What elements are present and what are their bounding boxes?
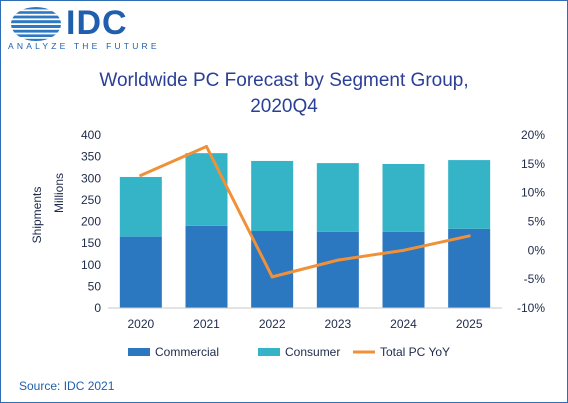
x-tick-label-2022: 2022 [259,317,286,331]
y-left-tick-label: 150 [81,236,101,250]
x-tick-label-2020: 2020 [127,317,154,331]
y-right-tick-label: 0% [528,243,546,257]
bar-commercial-2022 [251,231,294,308]
line-series-total-pc-yoy [139,145,471,279]
yoy-point-2024 [402,248,405,252]
legend-label-commercial: Commercial [155,345,219,359]
y-axis-left: 0 50 100 150 200 250 300 350 400 [81,128,101,315]
y-left-tick-label: 100 [81,258,101,272]
globe-icon [11,7,61,41]
x-tick-label-2025: 2025 [456,317,483,331]
y-left-tick-label: 50 [88,279,102,293]
source-note: Source: IDC 2021 [19,379,115,393]
chart-title: Worldwide PC Forecast by Segment Group, … [0,68,568,120]
x-tick-label-2024: 2024 [390,317,417,331]
bars [119,153,491,308]
y-right-tick-label: 5% [528,215,546,229]
y-right-tick-label: 15% [521,157,545,171]
yoy-point-2025 [467,234,471,238]
yoy-point-2021 [205,145,208,149]
y-right-tick-label: 10% [521,186,545,200]
y-left-tick-label: 300 [81,171,101,185]
bar-consumer-2023 [316,163,359,232]
logo-name: IDC [66,4,128,42]
yoy-point-2020 [139,173,143,177]
yoy-point-2022 [270,275,274,279]
y-left-tick-label: 350 [81,150,101,164]
y-right-tick-label: -10% [517,301,545,315]
bar-commercial-2023 [316,231,359,308]
yoy-line [139,145,471,279]
legend-label-total-pc-yoy: Total PC YoY [380,345,450,359]
legend-swatch-commercial [128,348,150,356]
y-left-tick-label: 0 [94,301,101,315]
legend-swatch-consumer [258,348,280,356]
y-left-tick-label: 250 [81,193,101,207]
y-axis-title-shipments: Shipments [30,187,44,244]
y-left-tick-label: 200 [81,215,101,229]
x-axis: 2020 2021 2022 2023 2024 2025 [127,317,482,331]
bar-commercial-2021 [185,225,228,308]
bar-consumer-2022 [251,160,294,232]
logo-tagline: ANALYZE THE FUTURE [8,41,160,51]
yoy-point-2023 [336,258,340,262]
legend-label-consumer: Consumer [285,345,340,359]
y-axis-titles: Shipments Millions [30,173,66,243]
x-tick-label-2021: 2021 [193,317,220,331]
bar-consumer-2021 [185,153,228,226]
x-tick-label-2023: 2023 [324,317,351,331]
y-axis-title-millions: Millions [52,173,66,213]
bar-consumer-2025 [448,160,491,229]
bar-commercial-2020 [119,236,162,308]
chart-title-line-2: 2020Q4 [250,96,318,117]
y-right-tick-label: 20% [521,128,545,142]
y-left-tick-label: 400 [81,128,101,142]
chart-title-line-1: Worldwide PC Forecast by Segment Group, [99,70,469,91]
bar-commercial-2024 [382,231,425,308]
y-axis-right: -10% -5% 0% 5% 10% 15% 20% [517,128,545,315]
bar-consumer-2024 [382,163,425,232]
bar-commercial-2025 [448,228,491,308]
legend: Commercial Consumer Total PC YoY [128,345,450,359]
bar-consumer-2020 [119,176,162,237]
y-right-tick-label: -5% [524,272,546,286]
